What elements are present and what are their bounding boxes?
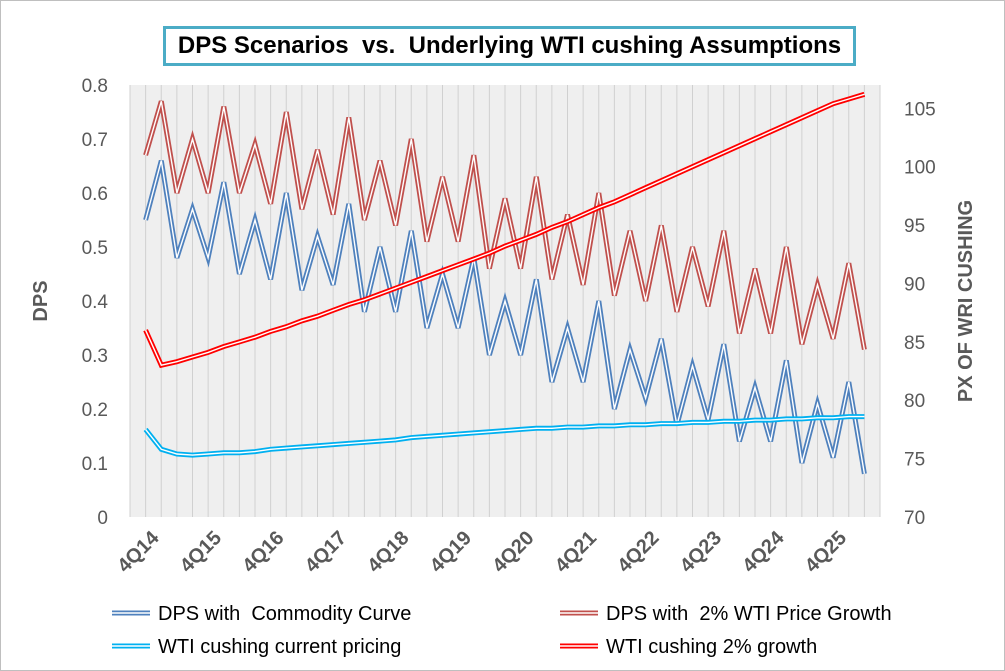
legend-item: DPS with 2% WTI Price Growth: [560, 603, 892, 625]
right-tick-label: 105: [904, 99, 936, 120]
right-tick-label: 95: [904, 216, 925, 237]
category-label: 4Q20: [488, 527, 538, 577]
category-labels: 4Q14 4Q15 4Q16 4Q17 4Q18 4Q19 4Q20 4Q21 4Q22 4Q23…: [113, 526, 851, 577]
category-label: 4Q14: [113, 526, 164, 577]
category-label: 4Q22: [613, 527, 663, 577]
left-tick-label: 0.4: [82, 292, 109, 313]
legend-label: WTI cushing 2% growth: [606, 636, 817, 658]
right-tick-label: 75: [904, 450, 925, 471]
chart-title: DPS Scenarios vs. Underlying WTI cushing…: [163, 26, 856, 66]
right-tick-label: 90: [904, 274, 925, 295]
left-tick-label: 0.5: [82, 238, 108, 259]
legend-item: DPS with Commodity Curve: [112, 603, 411, 625]
series-lines: [143, 91, 867, 475]
category-label: 4Q24: [738, 526, 789, 577]
left-tick-label: 0.8: [82, 76, 108, 97]
category-label: 4Q16: [238, 527, 288, 577]
left-tick-label: 0.6: [82, 184, 108, 205]
right-tick-label: 70: [904, 508, 925, 529]
series-line: [143, 100, 867, 351]
legend-label: WTI cushing current pricing: [158, 636, 401, 658]
legend-label: DPS with 2% WTI Price Growth: [606, 603, 892, 625]
right-tick-label: 85: [904, 333, 925, 354]
category-label: 4Q18: [363, 527, 413, 577]
legend: DPS with Commodity Curve DPS with 2% WTI …: [112, 603, 892, 658]
category-label: 4Q25: [801, 527, 851, 577]
series-line: [143, 91, 866, 369]
left-tick-label: 0: [97, 508, 108, 529]
legend-label: DPS with Commodity Curve: [158, 603, 411, 625]
left-axis-ticks: 0 0.1 0.2 0.3 0.4 0.5 0.6 0.7 0.8: [82, 76, 109, 529]
legend-item: WTI cushing 2% growth: [560, 636, 817, 658]
left-tick-label: 0.7: [82, 130, 108, 151]
left-axis-title: DPS: [30, 280, 52, 321]
left-tick-label: 0.3: [82, 346, 108, 367]
left-tick-label: 0.2: [82, 400, 108, 421]
category-label: 4Q23: [676, 527, 726, 577]
right-tick-label: 80: [904, 391, 925, 412]
legend-item: WTI cushing current pricing: [112, 636, 401, 658]
right-tick-label: 100: [904, 158, 936, 179]
series-line: [143, 414, 865, 458]
category-label: 4Q19: [426, 527, 476, 577]
left-tick-label: 0.1: [82, 454, 108, 475]
right-axis-ticks: 70 75 80 85 90 95 100 105: [904, 99, 936, 529]
category-label: 4Q21: [551, 527, 601, 577]
category-label: 4Q15: [176, 527, 226, 577]
category-label: 4Q17: [301, 527, 351, 577]
right-axis-title: PX OF WRI CUSHING: [955, 200, 977, 402]
